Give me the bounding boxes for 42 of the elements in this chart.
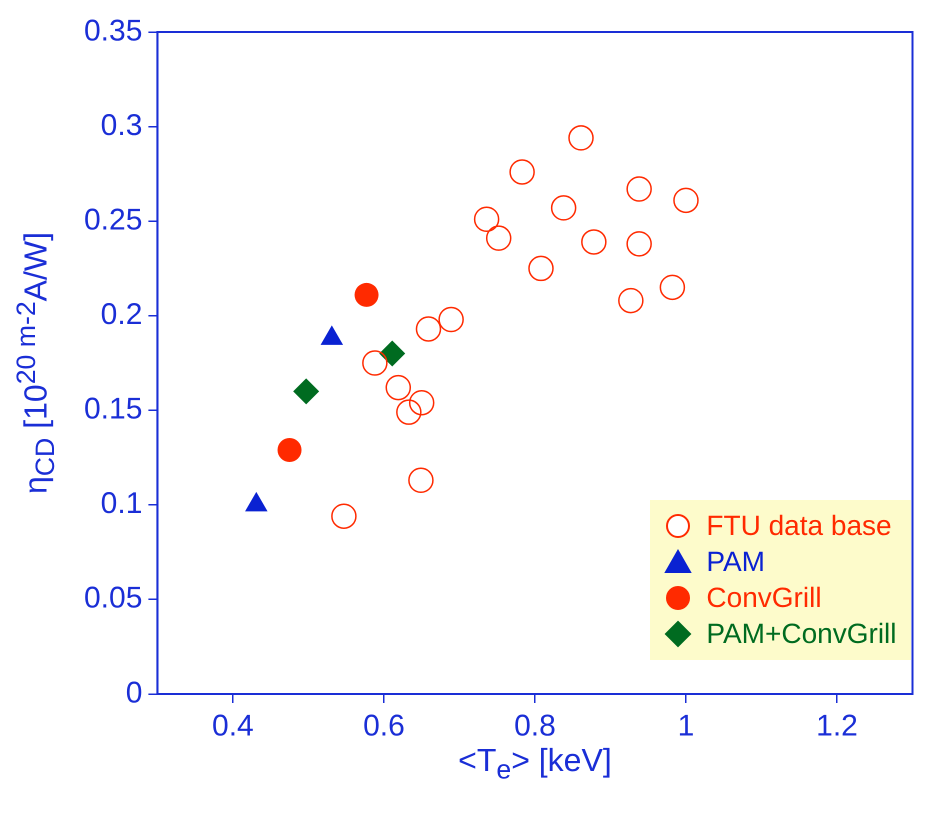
x-tick-label: 0.8	[514, 709, 556, 742]
y-tick-label: 0.1	[100, 487, 142, 520]
y-tick-label: 0.25	[84, 203, 142, 236]
y-tick-label: 0.15	[84, 392, 142, 426]
y-tick-label: 0.35	[84, 14, 142, 48]
point	[660, 274, 686, 300]
point	[379, 340, 406, 367]
point	[568, 125, 594, 151]
point	[618, 288, 644, 314]
legend-label: PAM+ConvGrill	[706, 618, 896, 650]
point	[509, 159, 535, 185]
legend-label: PAM	[706, 546, 766, 578]
point	[626, 176, 652, 202]
point	[408, 468, 434, 494]
point	[528, 256, 554, 282]
point	[550, 195, 576, 221]
point	[416, 316, 442, 342]
point	[293, 378, 320, 404]
point	[486, 225, 512, 251]
y-tick-label: 0.05	[84, 582, 142, 615]
point	[362, 350, 388, 376]
x-tick-label: 1.2	[816, 709, 858, 742]
x-tick-label: 0.6	[363, 709, 405, 742]
point	[278, 438, 302, 462]
x-tick-label: 0.4	[212, 709, 254, 742]
point	[408, 390, 434, 416]
legend-label: FTU data base	[706, 510, 892, 542]
point	[354, 282, 379, 307]
point	[438, 306, 464, 332]
legend-label: ConvGrill	[706, 582, 822, 614]
point	[581, 229, 607, 255]
y-tick-label: 0	[126, 676, 142, 710]
point	[673, 188, 699, 214]
y-tick-label: 0.2	[100, 298, 142, 331]
point	[396, 399, 422, 425]
point	[626, 231, 652, 257]
y-tick-label: 0.3	[100, 108, 142, 142]
point	[331, 503, 357, 529]
x-axis-title: <T$_{e}$> [keV]	[457, 742, 613, 786]
point	[386, 374, 412, 400]
point	[474, 206, 500, 232]
x-tick-label: 1	[678, 709, 694, 742]
